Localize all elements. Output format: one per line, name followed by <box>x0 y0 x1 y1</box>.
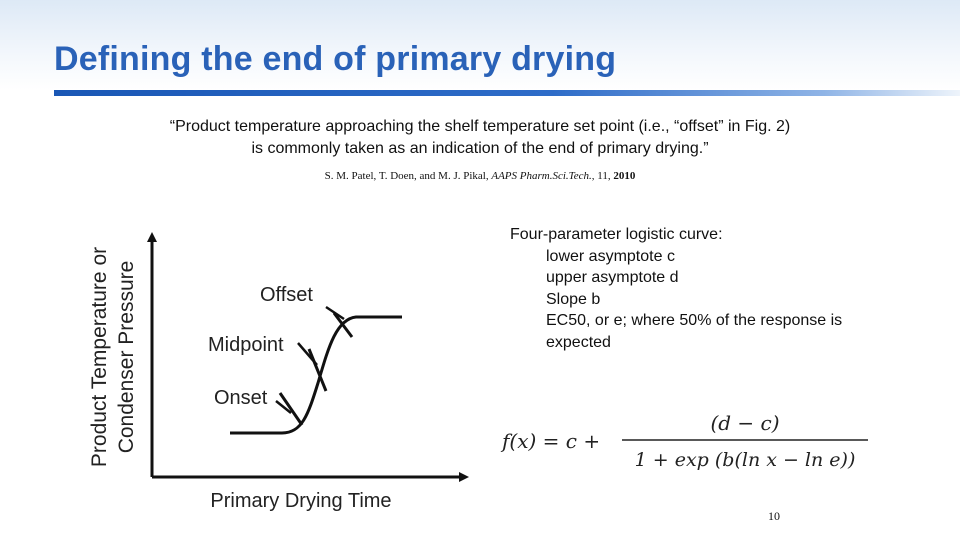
midpoint-pointer <box>297 342 318 366</box>
slide-title: Defining the end of primary drying <box>54 40 617 78</box>
citation-volume: 11, <box>597 170 611 182</box>
quote-block: “Product temperature approaching the she… <box>100 116 860 160</box>
offset-pointer <box>325 305 345 321</box>
logistic-formula: f(x) = c + (d − c) 1 + exp (b(ln x − ln … <box>500 404 880 479</box>
y-axis-label-line-2: Condenser Pressure <box>115 261 138 454</box>
x-axis-label: Primary Drying Time <box>210 490 391 512</box>
param-lower-asymptote: lower asymptote c <box>546 247 675 265</box>
drying-curve <box>230 315 402 435</box>
offset-label: Offset <box>260 284 313 306</box>
y-axis-label-line-1: Product Temperature or <box>88 247 111 467</box>
citation-year: 2010 <box>613 170 636 182</box>
model-heading: Four-parameter logistic curve: <box>510 226 723 243</box>
formula-svg: f(x) = c + (d − c) 1 + exp (b(ln x − ln … <box>500 411 868 471</box>
drying-curve-figure: Product Temperature or Condenser Pressur… <box>80 215 490 520</box>
formula-denominator: 1 + exp (b(ln x − ln e)) <box>635 449 856 471</box>
param-slope: Slope b <box>546 290 601 308</box>
param-ec50-continued: expected <box>546 333 611 351</box>
citation-journal: AAPS Pharm.Sci.Tech., <box>491 170 595 182</box>
citation: S. M. Patel, T. Doen, and M. J. Pikal, A… <box>100 170 860 182</box>
drying-curve-svg: Product Temperature or Condenser Pressur… <box>88 232 469 512</box>
quote-line-1: “Product temperature approaching the she… <box>169 118 791 135</box>
param-ec50: EC50, or e; where 50% of the response is <box>546 312 843 329</box>
logistic-model-description: Four-parameter logistic curve: lower asy… <box>510 224 910 353</box>
param-upper-asymptote: upper asymptote d <box>546 269 679 286</box>
citation-authors: S. M. Patel, T. Doen, and M. J. Pikal, <box>324 170 489 182</box>
offset-marker <box>332 312 354 338</box>
quote-line-2: is commonly taken as an indication of th… <box>251 140 709 157</box>
onset-marker <box>278 392 304 426</box>
formula-lhs: f(x) = c + <box>500 429 600 453</box>
onset-label: Onset <box>214 387 268 409</box>
title-underline <box>54 90 960 96</box>
formula-numerator: (d − c) <box>710 411 779 435</box>
midpoint-label: Midpoint <box>208 334 284 356</box>
page-number: 10 <box>768 509 780 523</box>
onset-pointer <box>275 400 292 414</box>
header-background <box>0 0 960 90</box>
midpoint-marker <box>307 348 328 392</box>
